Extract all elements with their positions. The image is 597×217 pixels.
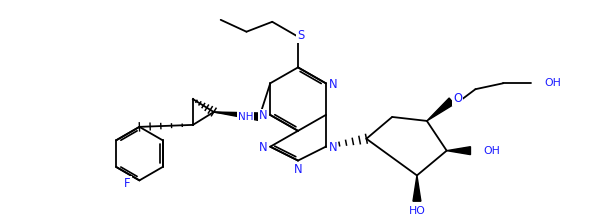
Polygon shape <box>447 147 470 155</box>
Polygon shape <box>214 112 261 121</box>
Text: NH: NH <box>238 112 253 122</box>
Text: HO: HO <box>408 206 426 216</box>
Text: N: N <box>328 141 337 154</box>
Text: N: N <box>328 78 337 91</box>
Text: F: F <box>124 177 131 190</box>
Text: OH: OH <box>545 78 562 88</box>
Text: S: S <box>297 29 304 42</box>
Polygon shape <box>413 175 421 201</box>
Text: OH: OH <box>484 146 500 156</box>
Text: O: O <box>453 92 462 105</box>
Text: N: N <box>259 109 267 122</box>
Polygon shape <box>427 98 454 121</box>
Text: N: N <box>259 141 267 154</box>
Text: N: N <box>294 163 302 176</box>
